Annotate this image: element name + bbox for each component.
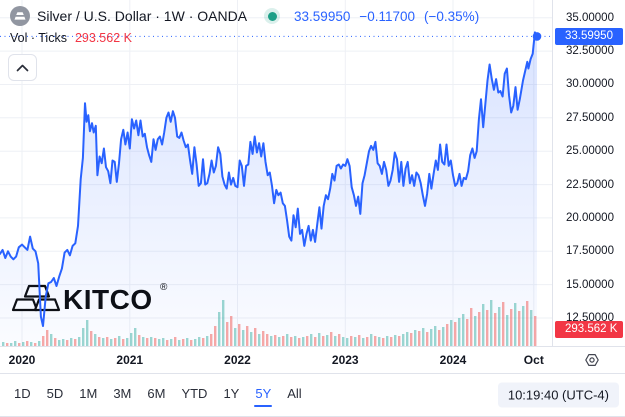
price-chart-canvas[interactable]: KITCO ® <box>0 0 552 346</box>
price-line <box>0 31 538 327</box>
silver-symbol-icon <box>10 6 30 26</box>
range-button-ytd[interactable]: YTD <box>180 383 208 407</box>
volume-legend-value: 293.562 K <box>74 31 132 45</box>
range-button-3m[interactable]: 3M <box>112 383 132 407</box>
volume-bars <box>2 300 537 346</box>
clock: 10:19:40 (UTC-4) <box>497 382 619 408</box>
price-tick-20: 20.00000 <box>566 211 614 224</box>
time-axis-label-2023: 2023 <box>331 353 359 367</box>
price-tick-27.5: 27.50000 <box>566 111 614 124</box>
last-point-marker <box>532 32 542 41</box>
chart-header: Silver / U.S. Dollar · 1W · OANDA 33.599… <box>10 5 479 27</box>
price-change: −0.11700 <box>359 8 416 24</box>
price-area-fill <box>0 32 537 346</box>
collapse-legend-button[interactable] <box>8 54 37 81</box>
price-tick-25: 25.00000 <box>566 145 614 158</box>
price-tick-22.5: 22.50000 <box>566 178 614 191</box>
market-open-dot-icon <box>264 8 281 24</box>
volume-legend-label[interactable]: Vol · Ticks <box>10 31 67 45</box>
price-tick-15: 15.00000 <box>566 278 614 291</box>
range-button-5d[interactable]: 5D <box>46 383 65 407</box>
price-change-percent: (−0.35%) <box>424 8 480 24</box>
scale-settings-gear-icon[interactable] <box>583 351 601 369</box>
symbol-title[interactable]: Silver / U.S. Dollar · 1W · OANDA <box>37 8 248 24</box>
range-button-1y[interactable]: 1Y <box>222 383 240 407</box>
time-axis-label-2022: 2022 <box>224 353 251 367</box>
price-tick-35: 35.00000 <box>566 11 614 24</box>
quote: 33.59950 −0.11700 (−0.35%) <box>294 9 479 24</box>
time-axis[interactable]: 2020 2021 2022 2023 2024 Oct <box>0 346 625 373</box>
range-button-1d[interactable]: 1D <box>13 383 32 407</box>
time-axis-label-oct: Oct <box>523 353 544 367</box>
price-tick-17.5: 17.50000 <box>566 245 614 258</box>
range-button-1m[interactable]: 1M <box>78 383 98 407</box>
price-tick-12.5: 12.50000 <box>566 312 614 324</box>
time-axis-label-2020: 2020 <box>8 353 36 367</box>
volume-legend-row: Vol · Ticks 293.562 K <box>10 30 132 46</box>
range-button-5y[interactable]: 5Y <box>254 383 273 407</box>
current-price-badge: 33.59950 <box>555 27 623 45</box>
range-toolbar: 1D 5D 1M 3M 6M YTD 1Y 5Y All 10:19:40 (UTC-4) <box>0 373 625 417</box>
chart-plot-area[interactable]: KITCO ® <box>0 0 552 346</box>
volume-value-badge: 293.562 K <box>555 321 623 338</box>
time-axis-label-2021: 2021 <box>116 353 144 367</box>
price-tick-32.5: 32.50000 <box>566 45 614 58</box>
price-tick-30: 30.00000 <box>566 78 614 91</box>
price-axis[interactable]: 33.59950 293.562 K 35.00000 32.50000 30.00… <box>552 0 625 346</box>
time-axis-label-2024: 2024 <box>439 353 467 367</box>
last-price: 33.59950 <box>294 8 351 24</box>
range-button-6m[interactable]: 6M <box>146 383 166 407</box>
range-button-all[interactable]: All <box>286 383 302 407</box>
